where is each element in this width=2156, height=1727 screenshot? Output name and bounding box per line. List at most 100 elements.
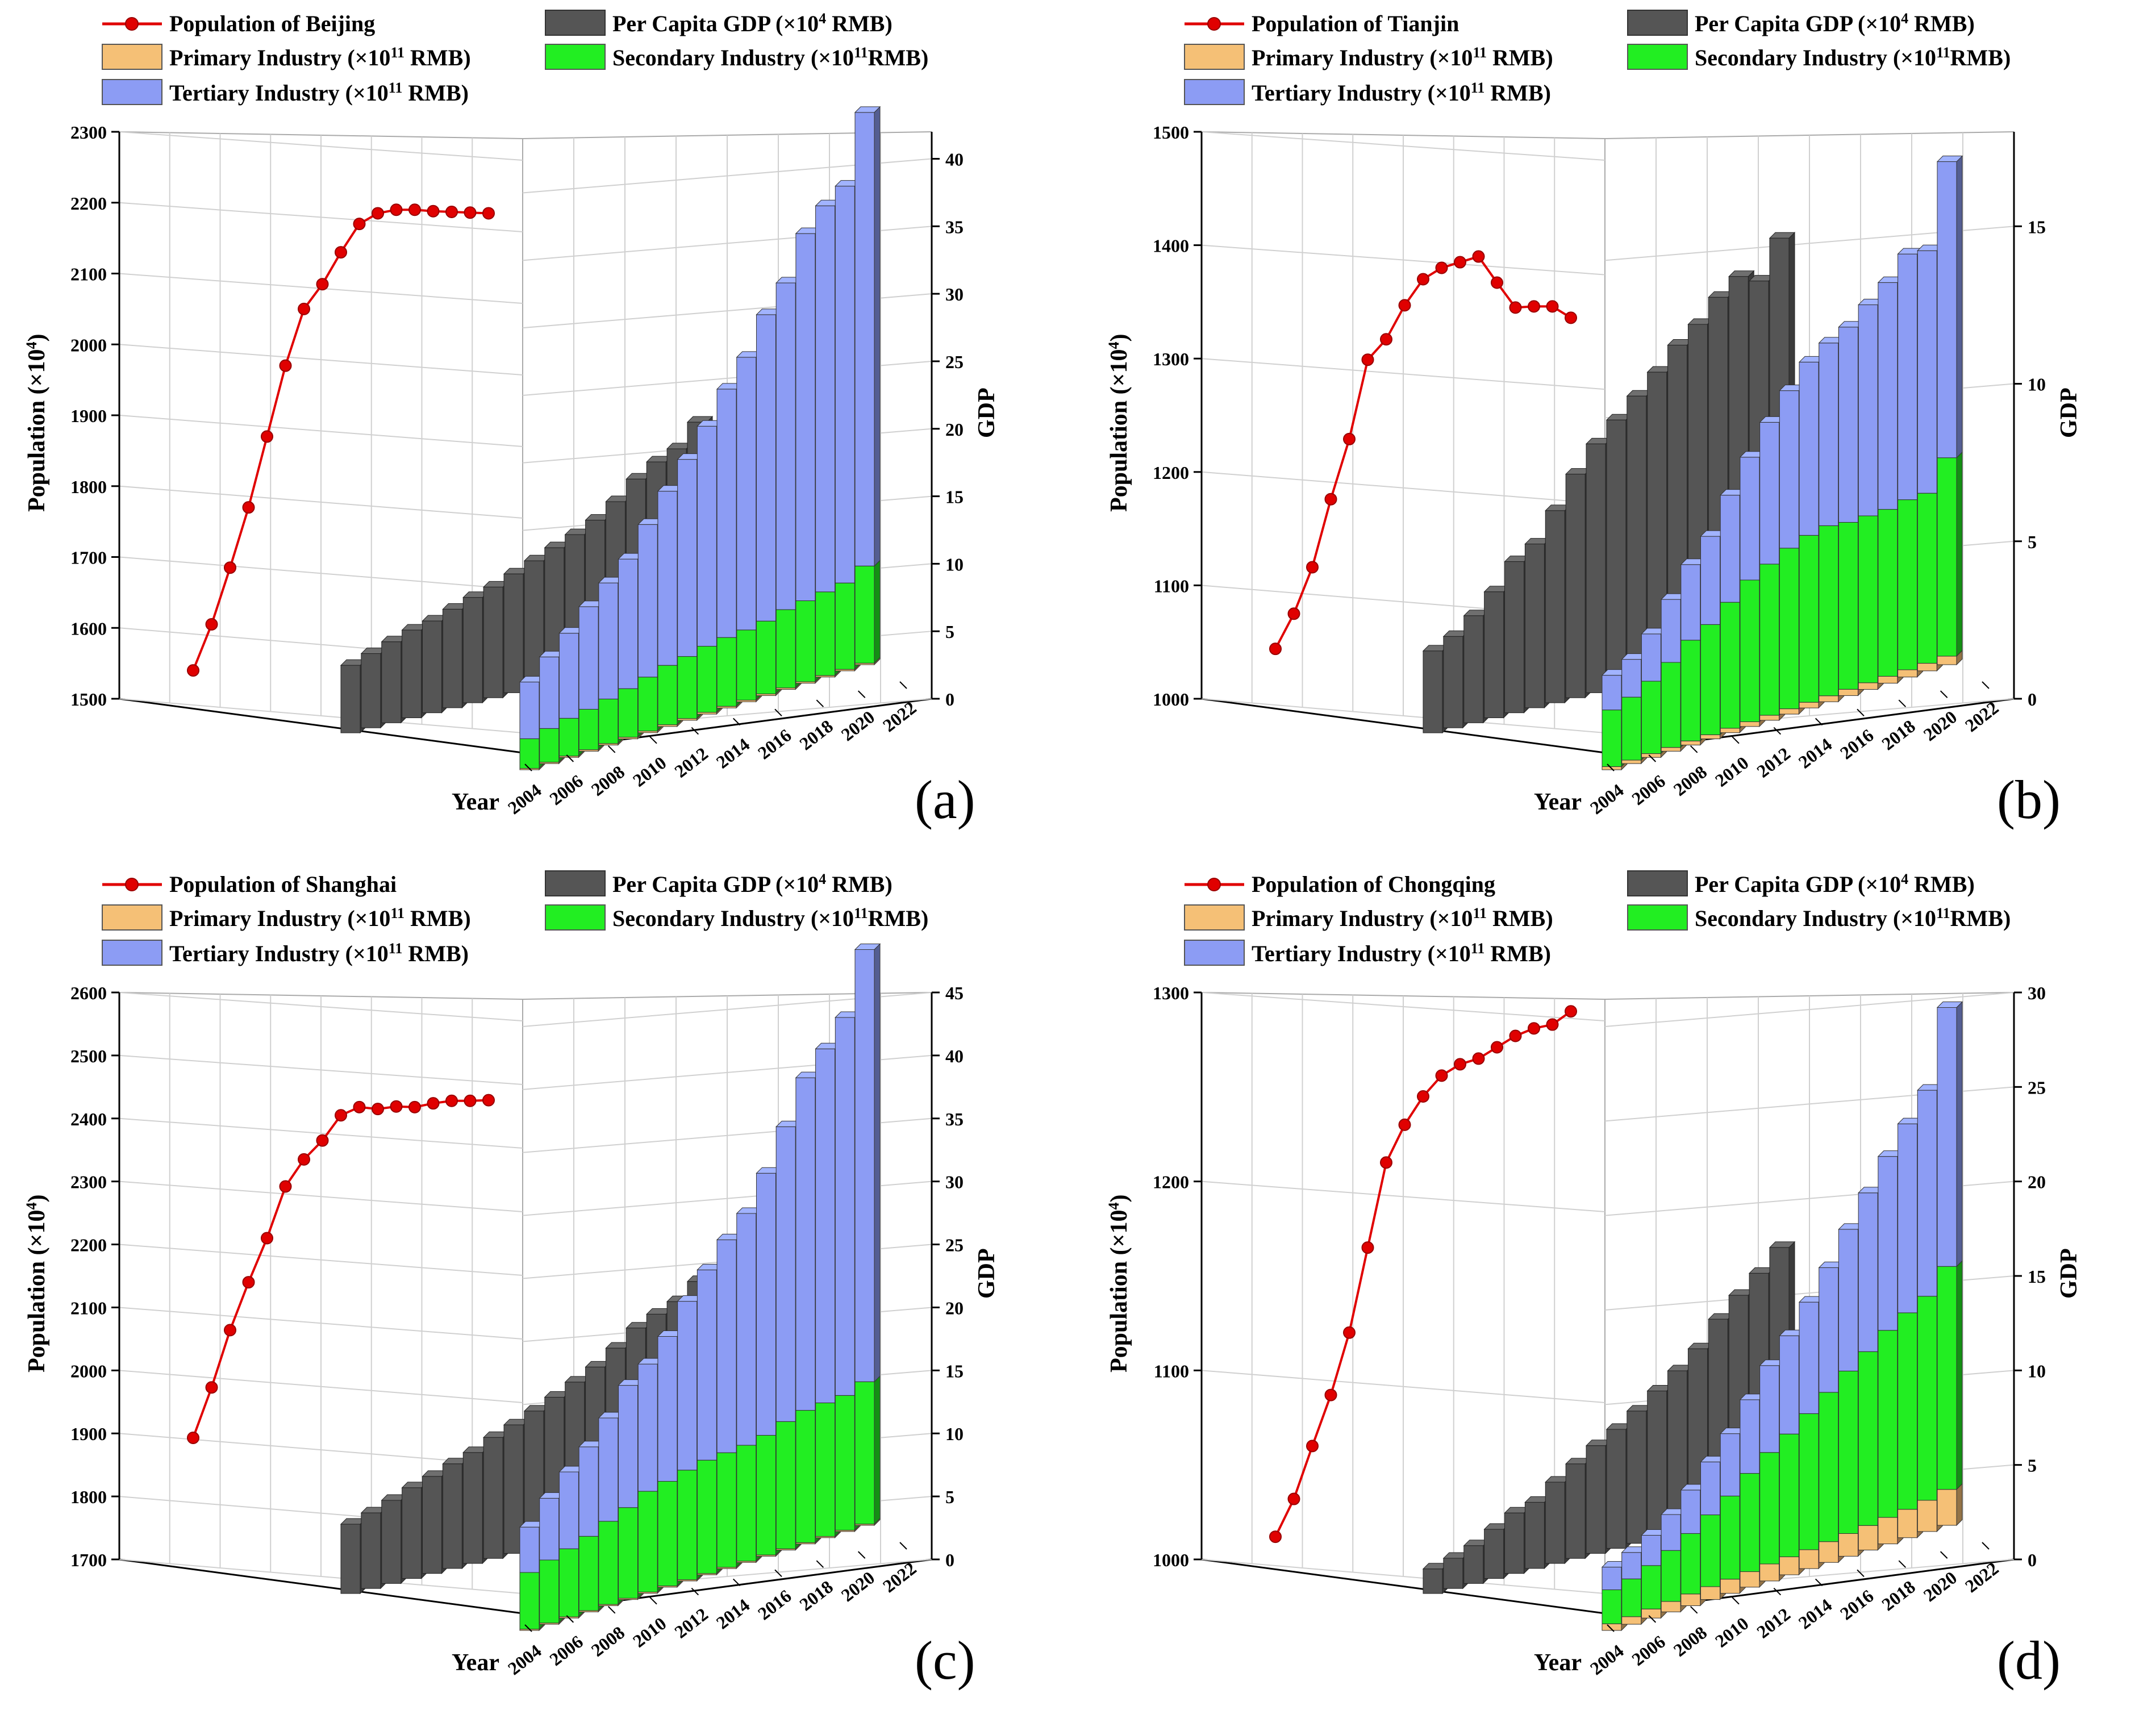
secondary-segment	[1680, 640, 1701, 741]
secondary-segment	[736, 1445, 757, 1562]
primary-segment	[1799, 1549, 1819, 1569]
year-tick	[774, 708, 782, 717]
tertiary-segment	[677, 1301, 698, 1471]
year-tick-label: 2008	[587, 761, 629, 800]
per-capita-bar-front	[381, 1500, 402, 1584]
legend-primary-label: Primary Industry (×1011 RMB)	[169, 44, 471, 70]
year-tick-label: 2018	[1878, 1576, 1919, 1615]
tertiary-segment	[835, 186, 855, 583]
industry-bar-2021	[1936, 155, 1963, 666]
year-tick-label: 2010	[629, 1613, 670, 1651]
legend-per-capita-label: Per Capita GDP (×104 RMB)	[1695, 871, 1975, 897]
year-tick	[524, 1624, 532, 1632]
year-axis-title: Year	[1534, 789, 1582, 815]
population-point-2012	[335, 1109, 347, 1122]
secondary-segment	[618, 1507, 639, 1599]
population-point-2009	[279, 1180, 292, 1193]
tertiary-segment-side	[1956, 1001, 1963, 1267]
grid-line	[119, 1307, 523, 1340]
tertiary-segment	[1878, 1156, 1898, 1331]
year-tick-label: 2018	[795, 1576, 837, 1615]
per-capita-bar-front	[1443, 636, 1463, 728]
grid-line	[1201, 358, 1605, 390]
population-point-2010	[298, 1153, 310, 1166]
tertiary-segment	[1759, 422, 1780, 565]
population-point-2013	[353, 218, 366, 231]
legend-primary-swatch	[1184, 904, 1245, 931]
pop-tick-label: 1800	[70, 1487, 107, 1507]
secondary-segment	[756, 1435, 776, 1555]
population-point-2012	[1417, 273, 1429, 286]
per-capita-bar-front	[340, 1524, 361, 1594]
pop-tick-label: 1700	[70, 548, 107, 568]
pop-tick-label: 1600	[70, 618, 107, 639]
population-point-2009	[1361, 353, 1374, 366]
legend-per-capita-swatch	[1627, 870, 1688, 896]
population-point-2012	[335, 246, 347, 259]
grid-line	[119, 485, 523, 519]
year-tick-label: 2016	[1836, 1586, 1878, 1624]
tertiary-segment	[716, 389, 737, 638]
legend-per-capita-swatch	[1627, 10, 1688, 36]
year-tick	[774, 1569, 782, 1578]
year-tick-label: 2004	[1586, 779, 1628, 818]
gdp-tick-label: 25	[2028, 1077, 2046, 1098]
tertiary-segment	[775, 1126, 796, 1422]
population-point-2004	[187, 664, 199, 677]
grid-line	[119, 202, 523, 232]
pop-tick-label: 1900	[70, 1424, 107, 1444]
primary-segment	[1799, 702, 1819, 708]
grid-line	[119, 415, 523, 447]
pop-tick-label: 1500	[70, 689, 107, 710]
per-capita-bar-front	[1504, 1512, 1525, 1574]
panel-letter: (d)	[1997, 1630, 2061, 1691]
per-capita-bar-front	[1565, 474, 1586, 698]
gdp-tick-label: 45	[945, 983, 964, 1003]
year-tick	[1607, 1624, 1615, 1632]
year-tick	[1648, 1615, 1657, 1623]
secondary-segment	[1898, 499, 1918, 670]
year-tick	[1732, 736, 1740, 744]
per-capita-bar-front	[442, 608, 462, 708]
legend-tertiary-label: Tertiary Industry (×1011 RMB)	[1252, 80, 1551, 106]
year-tick	[1982, 681, 1990, 689]
secondary-segment	[1759, 1452, 1780, 1565]
pop-tick-label: 1000	[1153, 1550, 1189, 1570]
tertiary-segment	[637, 524, 658, 678]
gdp-tick-label: 5	[945, 1487, 954, 1507]
year-tick-label: 2020	[1920, 707, 1961, 745]
gdp-tick-label: 0	[2028, 689, 2037, 710]
per-capita-bar-front	[402, 629, 422, 719]
secondary-segment	[1937, 1266, 1957, 1490]
year-tick	[1940, 690, 1948, 698]
year-tick	[1690, 1606, 1698, 1614]
tertiary-segment	[598, 582, 619, 699]
per-capita-bar-front	[1484, 591, 1504, 719]
primary-segment	[1720, 728, 1740, 733]
population-point-2019	[1546, 1018, 1559, 1031]
year-tick	[857, 1551, 866, 1559]
tertiary-segment	[1621, 1552, 1642, 1579]
tertiary-segment	[1680, 564, 1701, 641]
population-point-2014	[372, 207, 384, 220]
gdp-tick-label: 20	[945, 1298, 964, 1318]
tertiary-segment	[1799, 1301, 1819, 1414]
tertiary-segment-top	[1936, 156, 1963, 162]
population-point-2004	[1269, 643, 1282, 656]
tertiary-segment	[1819, 343, 1839, 526]
primary-segment	[1759, 1563, 1780, 1582]
year-tick	[732, 718, 741, 726]
gdp-tick-label: 30	[2028, 983, 2046, 1003]
secondary-segment	[558, 718, 579, 757]
year-tick	[899, 1542, 907, 1550]
year-tick	[1690, 745, 1698, 753]
year-tick-label: 2004	[504, 1640, 545, 1679]
legend-secondary-swatch	[1627, 904, 1688, 931]
secondary-segment	[1779, 1433, 1799, 1557]
pop-tick-label: 1100	[1154, 1361, 1189, 1381]
per-capita-bar-front	[1545, 510, 1565, 703]
year-tick-label: 2012	[1753, 1604, 1794, 1642]
secondary-segment	[598, 698, 619, 744]
per-capita-bar-front	[462, 597, 483, 703]
tertiary-segment	[677, 459, 698, 657]
